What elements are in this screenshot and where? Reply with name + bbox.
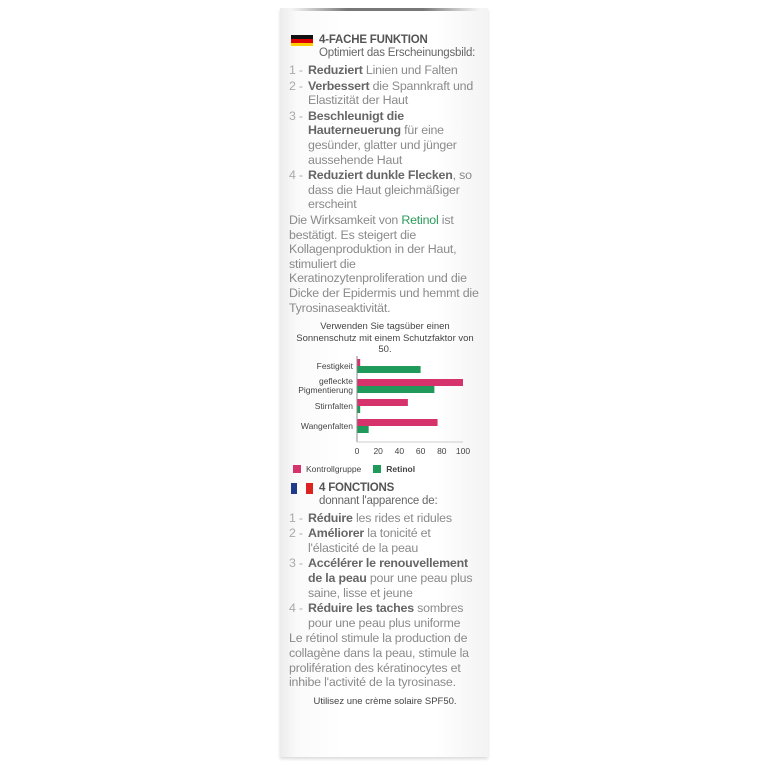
french-section: 4 FONCTIONS donnant l'apparence de: 1 - R…: [289, 482, 481, 690]
item-bold: Réduire: [308, 510, 353, 525]
list-item: 3 - Accélérer le renouvellement de la pea…: [289, 556, 481, 600]
box-top-edge: [290, 8, 480, 11]
legend-swatch-green: [373, 464, 382, 473]
legend-retinol: Retinol: [373, 464, 415, 474]
list-item: 2 - Verbessert die Spannkraft und Elastiz…: [289, 79, 481, 108]
french-flag-icon: [291, 482, 313, 494]
item-bold: Reduziert dunkle Flecken: [308, 168, 453, 183]
item-number: 2 -: [289, 78, 303, 93]
list-item: 1 - Reduziert Linien und Falten: [289, 63, 481, 78]
bar-retinol: [357, 365, 421, 373]
german-paragraph: Die Wirksamkeit von Retinol ist bestätig…: [289, 212, 479, 315]
item-text: la tonicité et l'élasticité de la peau: [308, 526, 431, 555]
item-number: 3 -: [289, 556, 303, 571]
bar-retinol: [357, 385, 435, 393]
bar-kontrollgruppe: [357, 378, 463, 386]
content-column: 4-FACHE FUNKTION Optimiert das Erscheinu…: [289, 34, 481, 707]
list-item: 4 - Reduziert dunkle Flecken, so dass die…: [289, 168, 481, 212]
bar-chart: Festigkeit gefleckte Pigmentierung Stirnfal…: [298, 355, 470, 456]
list-item: 3 - Beschleunigt die Hauterneuerung für e…: [289, 109, 481, 167]
french-subtitle: donnant l'apparence de:: [319, 494, 438, 507]
french-footer: Utilisez une crème solaire SPF50.: [313, 695, 457, 707]
x-tick-label: 0: [355, 446, 360, 456]
bar-retinol: [357, 425, 369, 433]
item-bold: Beschleunigt die Hauterneuerung: [308, 108, 404, 138]
bar-retinol: [357, 405, 361, 413]
item-number: 1 -: [289, 63, 303, 77]
item-text: die Spannkraft und Elastizität der Haut: [308, 78, 474, 108]
x-tick-label: 80: [437, 446, 447, 456]
item-text: Linien und Falten: [362, 63, 458, 77]
chart-legend: Kontrollgruppe Retinol: [293, 464, 481, 474]
item-bold: Réduire les taches: [308, 601, 414, 616]
x-tick-label: 20: [373, 446, 383, 456]
item-bold: Accélérer le renouvellement de la peau: [308, 556, 468, 585]
item-number: 4 -: [289, 168, 303, 183]
list-item: 1 - Réduire les rides et ridules: [289, 511, 481, 526]
item-text: für eine gesünder, glatter und jünger au…: [308, 123, 457, 167]
item-number: 2 -: [289, 526, 303, 541]
category-label: Festigkeit: [317, 361, 354, 371]
item-text: pour une peau plus saine, lisse et jeune: [308, 570, 473, 600]
category-label: Wangenfalten: [301, 421, 353, 431]
german-flag-icon: [291, 35, 313, 46]
list-item: 2 - Améliorer la tonicité et l'élasticité…: [289, 526, 481, 555]
category-label: gefleckte Pigmentierung: [298, 376, 353, 395]
french-title: 4 FONCTIONS: [319, 481, 395, 494]
item-text: les rides et ridules: [352, 510, 452, 525]
item-bold: Améliorer: [308, 526, 365, 541]
item-bold: Reduziert: [308, 63, 363, 77]
french-paragraph: Le rétinol stimule la production de coll…: [289, 631, 469, 690]
chart-title: Verwenden Sie tagsüber einen Sonnenschut…: [296, 321, 474, 356]
german-subtitle: Optimiert das Erscheinungsbild:: [319, 47, 476, 59]
item-number: 4 -: [289, 601, 303, 616]
item-number: 3 -: [289, 108, 303, 123]
item-text: sombres pour une peau plus uniforme: [308, 601, 464, 630]
item-bold: Verbessert: [308, 78, 370, 93]
list-item: 4 - Réduire les taches sombres pour une p…: [289, 601, 481, 630]
category-label: Stirnfalten: [315, 401, 354, 411]
item-text: , so dass die Haut gleichmäßiger erschei…: [308, 168, 472, 212]
bar-kontrollgruppe: [357, 418, 438, 426]
german-section: 4-FACHE FUNKTION Optimiert das Erscheinu…: [289, 34, 481, 315]
item-number: 1 -: [289, 510, 303, 525]
bar-kontrollgruppe: [357, 358, 361, 366]
legend-swatch-pink: [293, 464, 301, 473]
x-tick-label: 60: [416, 446, 426, 456]
legend-kontrollgruppe: Kontrollgruppe: [293, 464, 361, 474]
german-title: 4-FACHE FUNKTION: [319, 34, 428, 46]
x-tick-label: 40: [395, 446, 405, 456]
x-tick-label: 100: [456, 446, 470, 456]
bar-kontrollgruppe: [357, 398, 408, 406]
